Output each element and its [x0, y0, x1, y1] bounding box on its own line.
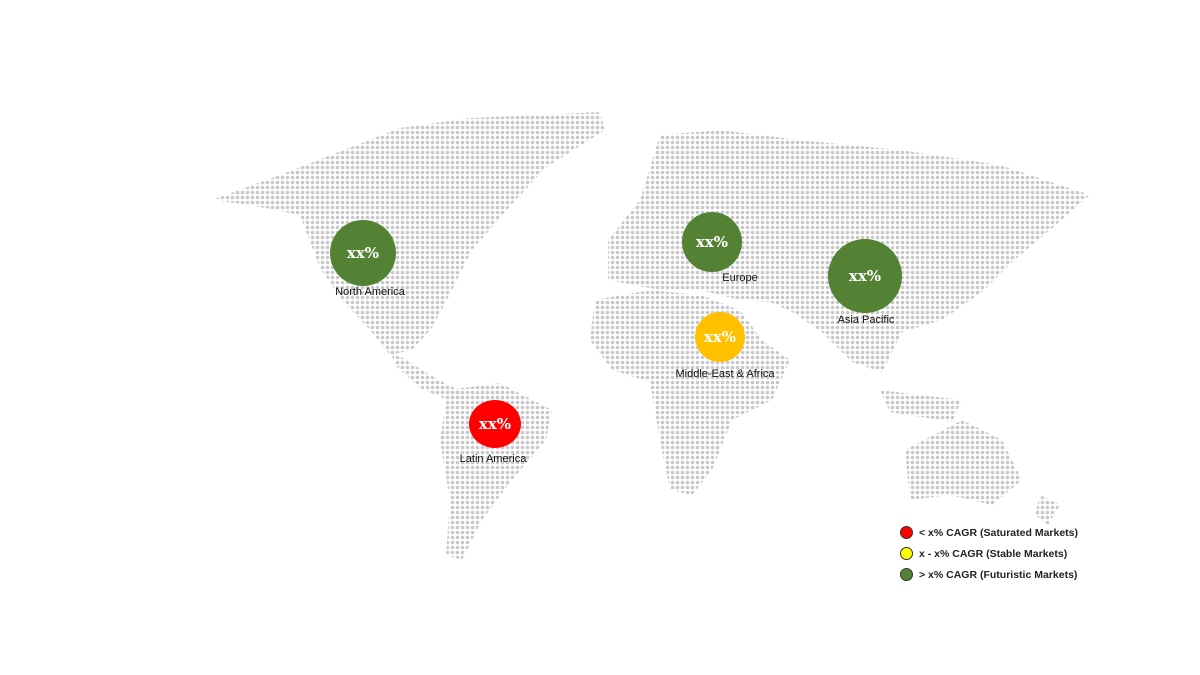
north-america-bubble: xx%	[330, 220, 396, 286]
legend-label: x - x% CAGR (Stable Markets)	[919, 547, 1068, 560]
africa-shape	[590, 290, 790, 495]
legend-item-stable: x - x% CAGR (Stable Markets)	[900, 543, 1078, 564]
red-dot-icon	[900, 526, 913, 539]
yellow-dot-icon	[900, 547, 913, 560]
asia-pacific-label: Asia Pacific	[837, 314, 895, 326]
southeast-asia-islands-shape	[880, 390, 962, 422]
south-america-shape	[440, 383, 552, 560]
north-america-label: North America	[335, 286, 405, 298]
europe-bubble: xx%	[682, 212, 742, 272]
asia-pacific-bubble: xx%	[828, 239, 902, 313]
new-zealand-shape	[1035, 495, 1060, 525]
latin-america-bubble: xx%	[469, 400, 521, 448]
middle-east-africa-label: Middle-East & Africa	[675, 368, 775, 380]
legend-label: > x% CAGR (Futuristic Markets)	[919, 568, 1078, 581]
legend-item-saturated: < x% CAGR (Saturated Markets)	[900, 522, 1078, 543]
latin-america-label: Latin America	[459, 453, 527, 465]
legend-item-futuristic: > x% CAGR (Futuristic Markets)	[900, 564, 1078, 585]
legend-label: < x% CAGR (Saturated Markets)	[919, 526, 1079, 539]
middle-east-africa-bubble: xx%	[695, 312, 745, 362]
central-america-shape	[390, 350, 462, 402]
green-dot-icon	[900, 568, 913, 581]
legend: < x% CAGR (Saturated Markets) x - x% CAG…	[900, 522, 1078, 585]
north-america-shape	[212, 112, 605, 355]
australia-shape	[905, 420, 1022, 505]
europe-label: Europe	[722, 272, 758, 284]
